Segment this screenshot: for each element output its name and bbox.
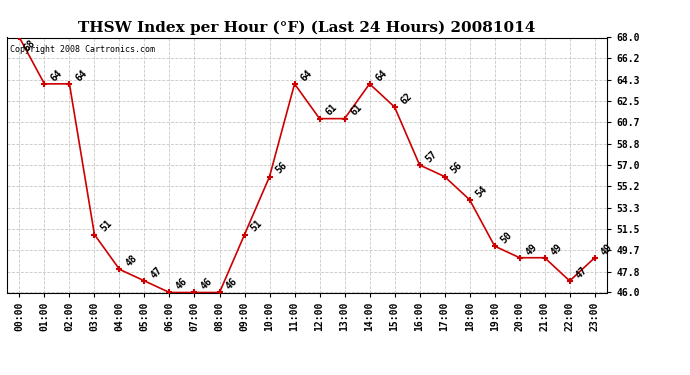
Text: 64: 64 [74,68,89,83]
Text: 56: 56 [448,160,464,176]
Text: 54: 54 [474,184,489,199]
Text: 56: 56 [274,160,289,176]
Text: 46: 46 [174,276,189,292]
Text: Copyright 2008 Cartronics.com: Copyright 2008 Cartronics.com [10,45,155,54]
Text: 51: 51 [248,218,264,234]
Text: 48: 48 [124,253,139,268]
Text: 49: 49 [524,242,539,257]
Title: THSW Index per Hour (°F) (Last 24 Hours) 20081014: THSW Index per Hour (°F) (Last 24 Hours)… [79,21,535,35]
Text: 64: 64 [374,68,389,83]
Text: 61: 61 [324,102,339,118]
Text: 61: 61 [348,102,364,118]
Text: 47: 47 [148,265,164,280]
Text: 64: 64 [299,68,314,83]
Text: 47: 47 [574,265,589,280]
Text: 62: 62 [399,91,414,106]
Text: 50: 50 [499,230,514,245]
Text: 57: 57 [424,149,439,164]
Text: 46: 46 [224,276,239,292]
Text: 46: 46 [199,276,214,292]
Text: 49: 49 [599,242,614,257]
Text: 68: 68 [22,38,37,53]
Text: 51: 51 [99,218,114,234]
Text: 64: 64 [48,68,64,83]
Text: 49: 49 [549,242,564,257]
